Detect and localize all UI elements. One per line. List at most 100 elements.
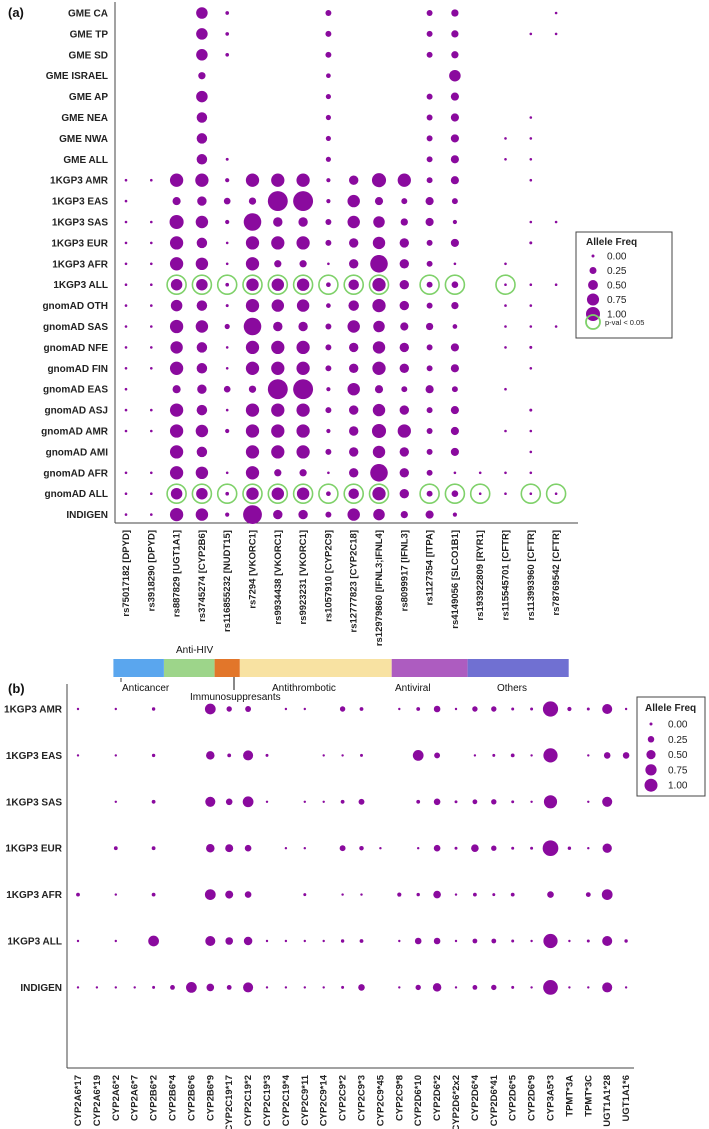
dot-1kgp3-all-cyp2a6-17 [76, 939, 80, 943]
sig-ring-gnomad-all-rs887829-ugt1a1 [166, 483, 187, 505]
column-label-cyp3a5-3: CYP3A5*3 [546, 1075, 557, 1121]
dot-gnomad-nfe-rs12777823-cyp2c18 [349, 342, 359, 353]
dot-1kgp3-eur-rs1057910-cyp2c9 [325, 239, 332, 246]
dot-indigen-cyp2a6-7 [133, 986, 136, 989]
dot-1kgp3-eas-cyp2c19-2 [243, 750, 254, 761]
dot-1kgp3-afr-rs7294-vkorc1 [245, 257, 260, 271]
dot-indigen-cyp2d6-10 [415, 984, 421, 991]
dot-gnomad-fin-rs8099917-ifnl3 [399, 363, 409, 373]
dot-1kgp3-afr-cyp3a5-3 [547, 891, 554, 898]
dot-1kgp3-afr-cyp2d6-41 [492, 893, 496, 897]
column-label-cyp2c9-2: CYP2C9*2 [338, 1075, 349, 1121]
dot-1kgp3-afr-rs12777823-cyp2c18 [349, 259, 359, 269]
dot-gnomad-afr-rs3918290-dpyd [150, 471, 153, 475]
dot-gme-nea-rs113993960-cftr [529, 116, 533, 119]
dot-gme-ca-rs78769542-cftr [554, 11, 558, 15]
dot-gnomad-afr-rs9934438-vkorc1 [274, 469, 282, 477]
dot-gme-nwa-rs113993960-cftr [529, 137, 533, 140]
dot-1kgp3-amr-cyp2c9-3 [359, 707, 364, 711]
dot-indigen-cyp2c9-11 [303, 986, 306, 989]
column-label-cyp2a6-7: CYP2A6*7 [130, 1075, 141, 1121]
dot-1kgp3-eas-rs3745274-cyp2b6 [197, 196, 207, 206]
dot-gme-all-rs113993960-cftr [529, 158, 533, 161]
dot-1kgp3-sas-rs9934438-vkorc1 [273, 217, 283, 227]
dot-1kgp3-eas-cyp2c19-17 [227, 753, 232, 758]
column-label-cyp2a6-19: CYP2A6*19 [92, 1075, 103, 1126]
legend-b-level-0-25: 0.25 [668, 735, 688, 746]
dot-1kgp3-afr-rs1057910-cyp2c9 [327, 262, 330, 266]
dot-1kgp3-all-rs9934438-vkorc1 [271, 278, 285, 291]
dot-1kgp3-all-rs113993960-cftr [529, 283, 533, 287]
dot-indigen-cyp2b6-4 [170, 984, 175, 990]
dot-gnomad-fin-rs116855232-nudt15 [225, 367, 229, 370]
dot-gme-all-rs116855232-nudt15 [225, 157, 229, 161]
dot-1kgp3-amr-rs113993960-cftr [529, 178, 533, 182]
dot-1kgp3-afr-cyp2c9-3 [360, 893, 363, 896]
dot-gnomad-amr-rs3918290-dpyd [150, 429, 153, 433]
dot-gnomad-sas-rs113993960-cftr [529, 325, 533, 328]
sig-ring-1kgp3-all-rs12979860-ifnl3-ifnl4 [368, 274, 390, 296]
dot-1kgp3-eur-cyp2c19-17 [225, 844, 234, 853]
dot-1kgp3-eur-ugt1a1-28 [602, 843, 612, 853]
dot-gme-ap-rs1127354-itpa [426, 93, 433, 100]
dot-gnomad-all-rs113993960-cftr [529, 492, 533, 496]
dot-1kgp3-eas-rs8099917-ifnl3 [401, 198, 408, 205]
dot-gnomad-fin-rs9923231-vkorc1 [296, 361, 310, 375]
dot-gnomad-asj-rs113993960-cftr [529, 408, 533, 412]
dot-1kgp3-all-rs115545701-cftr [504, 283, 507, 287]
dot-gme-israel-rs3745274-cyp2b6 [198, 72, 206, 80]
dot-gnomad-asj-rs1057910-cyp2c9 [325, 407, 332, 414]
dot-1kgp3-all-cyp2c19-2 [243, 936, 253, 946]
dot-1kgp3-eas-rs12979860-ifnl3-ifnl4 [374, 197, 384, 206]
dot-1kgp3-eas-cyp2c9-14 [322, 754, 325, 757]
dot-1kgp3-all-rs12777823-cyp2c18 [348, 279, 359, 290]
dot-1kgp3-eur-cyp2c19-4 [284, 847, 288, 850]
dot-indigen-tpmt-3c [587, 986, 590, 989]
dot-indigen-ugt1a1-28 [602, 982, 613, 993]
dot-indigen-cyp2c9-8 [398, 986, 401, 989]
dot-indigen-rs9923231-vkorc1 [298, 509, 308, 520]
panel-b-label: (b) [8, 681, 25, 696]
dot-gnomad-asj-rs3918290-dpyd [150, 408, 153, 412]
dot-1kgp3-amr-cyp2a6-17 [76, 707, 80, 711]
sig-ring-gnomad-all-rs3745274-cyp2b6 [191, 483, 213, 505]
dot-gme-tp-rs113993960-cftr [529, 32, 533, 36]
dot-gnomad-all-rs75017182-dpyd [124, 492, 128, 496]
dot-1kgp3-amr-cyp2b6-2 [151, 707, 156, 711]
dot-gnomad-oth-rs887829-ugt1a1 [170, 299, 183, 312]
dot-gnomad-afr-rs116855232-nudt15 [225, 471, 229, 475]
dot-gnomad-amr-rs12777823-cyp2c18 [349, 426, 359, 436]
dot-1kgp3-eur-cyp2c9-2 [339, 845, 346, 852]
dot-gnomad-eas-rs9934438-vkorc1 [267, 379, 288, 400]
legend-b-dot-0-50 [646, 750, 656, 760]
sig-ring-1kgp3-all-rs4149056-slco1b1 [444, 274, 466, 296]
dot-gnomad-amr-rs7294-vkorc1 [245, 424, 260, 438]
column-label-cyp2b6-2: CYP2B6*2 [149, 1075, 160, 1121]
dot-indigen-cyp2d6-2x2 [454, 986, 458, 989]
category-band-others [467, 659, 569, 677]
column-label-rs3918290-dpyd: rs3918290 [DPYD] [146, 530, 157, 611]
column-label-cyp2c19-3: CYP2C19*3 [262, 1075, 273, 1126]
dot-gme-all-rs3745274-cyp2b6 [196, 154, 208, 165]
column-label-cyp2c9-45: CYP2C9*45 [375, 1074, 386, 1126]
dot-1kgp3-sas-rs78769542-cftr [554, 220, 558, 224]
dot-gme-nea-rs1127354-itpa [426, 114, 433, 121]
dot-1kgp3-afr-rs4149056-slco1b1 [453, 262, 457, 266]
dot-indigen-rs4149056-slco1b1 [452, 512, 457, 517]
dot-gme-sd-rs116855232-nudt15 [225, 52, 230, 57]
dot-1kgp3-all-rs8099917-ifnl3 [399, 280, 409, 290]
dot-gnomad-eas-rs12777823-cyp2c18 [347, 382, 360, 396]
dot-gme-israel-rs4149056-slco1b1 [449, 69, 461, 82]
column-label-cyp2d6-2x2: CYP2D6*2x2 [451, 1075, 462, 1129]
dot-1kgp3-eur-cyp2c9-45 [379, 847, 382, 850]
dot-1kgp3-amr-rs1057910-cyp2c9 [326, 178, 331, 183]
legend-b-level-1-00: 1.00 [668, 781, 688, 792]
dot-1kgp3-sas-cyp2d6-5 [511, 800, 515, 804]
dot-indigen-ugt1a1-6 [624, 986, 628, 989]
dot-1kgp3-amr-ugt1a1-28 [602, 703, 613, 715]
dot-1kgp3-all-cyp3a5-3 [543, 933, 558, 949]
row-label-gme-tp: GME TP [70, 29, 109, 40]
dot-1kgp3-eas-tpmt-3c [587, 754, 590, 757]
dot-indigen-rs9934438-vkorc1 [273, 509, 283, 520]
row-label-gnomad-eas: gnomAD EAS [43, 385, 108, 396]
